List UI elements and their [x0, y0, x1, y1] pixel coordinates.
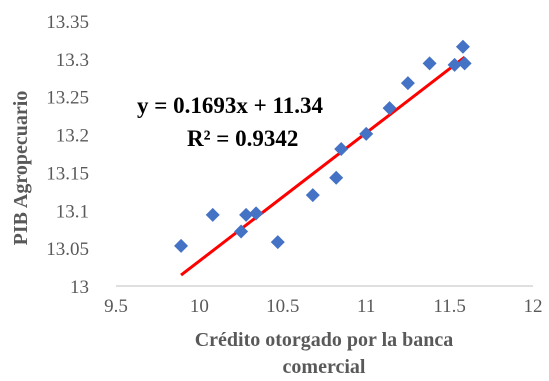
data-point — [447, 57, 462, 72]
x-tick-label: 12 — [524, 296, 543, 317]
x-tick-label: 10.5 — [266, 296, 299, 317]
data-point — [174, 238, 189, 253]
x-tick-label: 11 — [357, 296, 375, 317]
data-point — [305, 188, 320, 203]
x-tick-label: 10 — [190, 296, 209, 317]
trendline — [180, 56, 466, 277]
y-tick-label: 13.25 — [46, 88, 89, 109]
data-point — [334, 141, 349, 156]
data-point — [270, 235, 285, 250]
data-point — [457, 56, 472, 71]
data-point — [249, 206, 264, 221]
x-axis-title-line-1: Crédito otorgado por la banca — [195, 329, 454, 351]
y-tick-label: 13.2 — [56, 126, 89, 147]
trendline-r-squared: R² = 0.9342 — [187, 126, 298, 151]
x-tick-label: 9.5 — [104, 296, 128, 317]
data-point — [455, 39, 470, 54]
y-tick-label: 13.35 — [46, 12, 89, 33]
data-point — [205, 207, 220, 222]
x-axis-title-line-2: comercial — [283, 356, 366, 378]
trendline-equation: y = 0.1693x + 11.34 — [137, 93, 323, 118]
y-tick-label: 13.1 — [56, 201, 89, 222]
y-tick-labels: 13 13.05 13.1 13.15 13.2 13.25 13.3 13.35 — [46, 12, 89, 298]
data-point — [329, 170, 344, 185]
x-tick-label: 11.5 — [433, 296, 466, 317]
y-axis-title: PIB Agropecuario — [10, 91, 32, 246]
y-tick-label: 13.3 — [56, 50, 89, 71]
y-tick-label: 13.15 — [46, 163, 89, 184]
data-point — [400, 76, 415, 91]
data-point — [234, 224, 249, 239]
data-points — [174, 39, 472, 253]
x-tick-labels: 9.5 10 10.5 11 11.5 12 — [104, 296, 542, 317]
data-point — [239, 207, 254, 222]
data-point — [422, 56, 437, 71]
data-point — [382, 101, 397, 116]
y-tick-label: 13.05 — [46, 239, 89, 260]
data-point — [359, 126, 374, 141]
y-tick-label: 13 — [70, 277, 89, 298]
